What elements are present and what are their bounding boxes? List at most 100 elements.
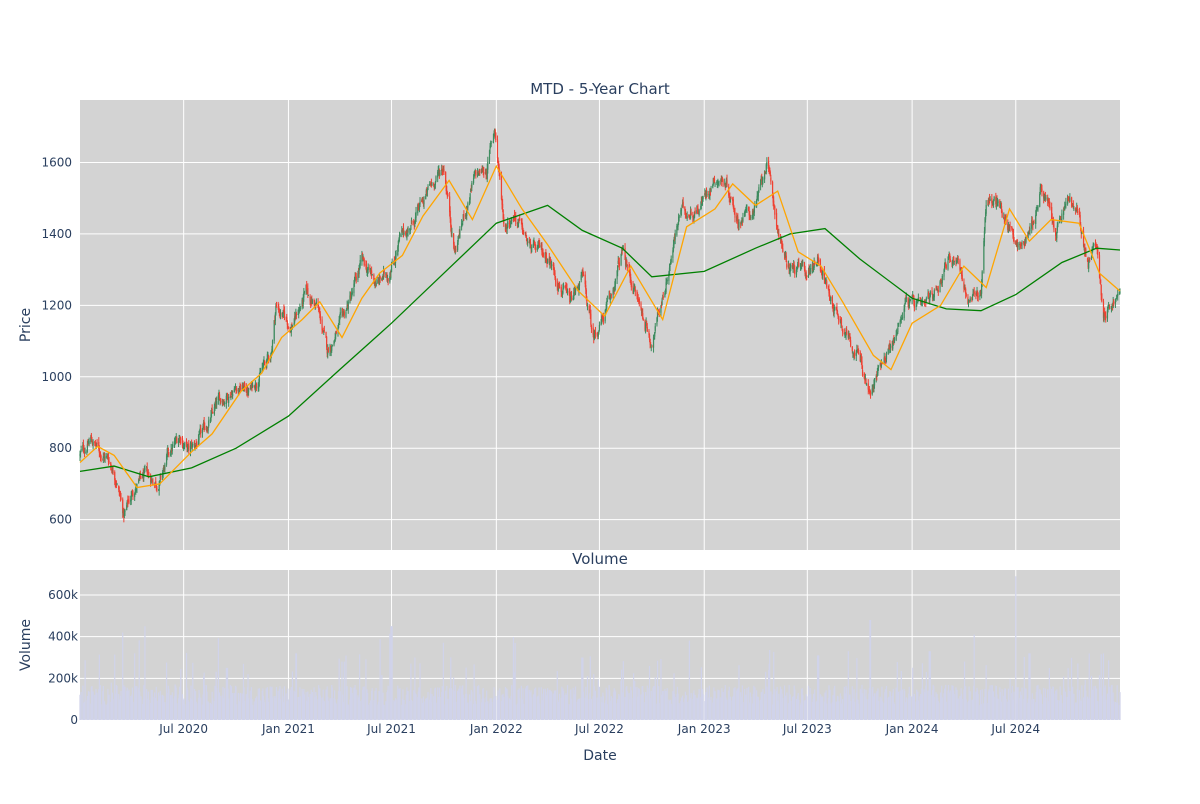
price-candle-body [658,311,660,314]
price-candle-body [1040,185,1042,187]
volume-bar [343,661,345,720]
price-candle-body [588,305,590,312]
price-candle-body [796,268,798,270]
price-candle-body [606,300,609,302]
price-candle-body [373,281,376,283]
price-candle-body [226,393,229,399]
volume-bar [912,667,914,720]
price-candle-body [446,189,448,193]
price-candle-body [873,378,876,386]
volume-bar [826,703,828,720]
price-candle-body [610,294,612,298]
price-candle-body [377,280,379,284]
volume-bar [475,703,477,720]
price-candle-body [904,304,906,307]
price-candle-body [1021,243,1023,245]
price-candle-body [712,184,714,188]
volume-bar [1049,686,1051,720]
x-tick-label: Jul 2020 [158,722,208,736]
price-candle-body [273,320,275,341]
volume-bar [455,701,457,720]
price-candle-body [1036,208,1038,210]
price-candle-body [345,311,347,317]
price-candle-body [295,313,298,316]
price-candle-body [810,268,812,273]
price-candle-body [604,313,606,322]
x-axis-label: Date [583,748,616,764]
price-candle-body [554,278,557,282]
volume-bar [893,703,896,720]
volume-bar [782,697,784,720]
volume-bar [1102,653,1105,720]
volume-bar [1005,699,1007,720]
price-candle-body [548,257,550,263]
price-candle-body [417,205,419,207]
price-candle-body [778,233,780,238]
price-candle-body [1086,258,1089,262]
price-candle-body [156,487,158,491]
volume-bar [345,655,347,720]
volume-bar [682,701,684,720]
price-candle-body [455,249,457,250]
volume-bar [435,702,437,720]
price-candle-body [831,296,833,305]
price-candle-body [1069,198,1071,201]
price-candle-body [431,183,433,186]
volume-bar [1037,684,1039,720]
price-candle-body [752,210,754,219]
price-candle-body [964,287,966,291]
price-candle-body [160,476,162,478]
price-candle-body [629,271,631,279]
volume-bar [654,677,656,720]
price-candle-body [1070,197,1073,207]
price-candle-body [119,493,121,495]
price-candle-body [411,220,413,222]
price-candle-body [665,282,667,292]
price-candle-body [118,485,120,490]
volume-bar [921,663,923,720]
price-candle-body [580,274,582,281]
price-candle-body [390,264,393,273]
volume-bar [638,689,640,720]
price-candle-body [206,431,209,433]
price-candle-body [876,375,878,376]
price-candle-body [174,441,176,443]
volume-bar [236,704,238,720]
price-candle-body [807,270,810,277]
price-candle-body [1064,206,1066,207]
price-candle-body [355,276,357,281]
price-candle-body [907,298,909,304]
price-candle-body [406,233,408,239]
volume-bar [1025,688,1027,720]
x-tick-label: Jul 2023 [782,722,832,736]
price-candle-body [152,482,154,486]
volume-bar [471,691,473,720]
price-candle-body [278,306,280,312]
price-candle-body [317,302,319,308]
price-candle-body [139,474,141,478]
price-candle-body [294,316,296,322]
price-candle-body [339,312,341,315]
price-candle-body [94,441,96,444]
price-candle-body [864,377,867,379]
volume-bar [556,671,558,720]
price-candle-body [409,229,411,231]
volume-bar [856,658,858,720]
price-candle-body [729,198,732,203]
price-candle-body [99,453,102,458]
price-candle-body [421,200,423,203]
price-candle-body [640,303,642,309]
price-candle-body [1104,314,1106,316]
price-candle-body [1114,302,1117,304]
price-candle-body [468,200,471,204]
price-candle-body [822,270,824,276]
price-candle-body [1093,244,1095,246]
price-candle-body [823,270,826,281]
price-candle-body [630,282,632,288]
volume-bar [503,697,505,720]
price-candle-body [339,315,341,321]
price-candle-body [383,269,385,274]
price-candle-body [315,301,317,305]
price-candle-body [943,269,945,277]
price-candle-body [598,331,600,334]
